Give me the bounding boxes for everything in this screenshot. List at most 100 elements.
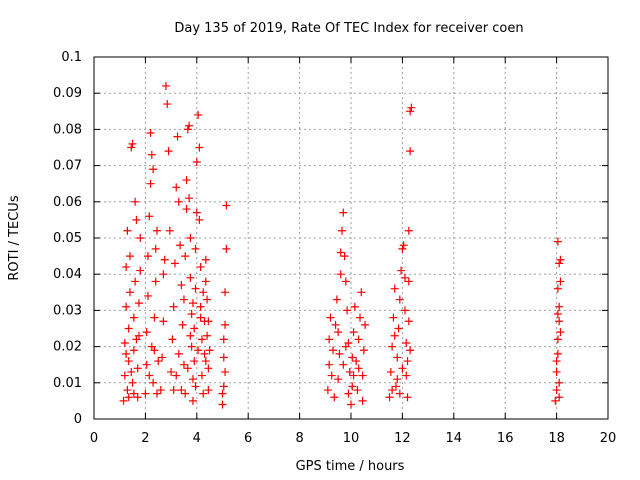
- data-point: [389, 313, 398, 322]
- data-point: [326, 313, 335, 322]
- x-tick-label: 16: [497, 431, 514, 446]
- data-point: [349, 328, 358, 337]
- data-point: [161, 81, 170, 90]
- data-point: [399, 241, 408, 250]
- x-tick-label: 10: [343, 431, 360, 446]
- data-point: [398, 244, 407, 253]
- data-point: [335, 349, 344, 358]
- data-point: [203, 295, 212, 304]
- data-point: [388, 386, 397, 395]
- data-point: [403, 357, 412, 366]
- y-tick-label: 0.03: [53, 303, 82, 318]
- data-point: [354, 335, 363, 344]
- data-point: [406, 107, 415, 116]
- data-point: [325, 360, 334, 369]
- data-point: [332, 295, 341, 304]
- data-point: [196, 313, 205, 322]
- data-point: [131, 277, 140, 286]
- data-point: [125, 252, 134, 261]
- data-point: [341, 342, 350, 351]
- data-point: [334, 328, 343, 337]
- data-point: [343, 306, 352, 315]
- data-point: [395, 389, 404, 398]
- data-point: [122, 302, 131, 311]
- data-point: [555, 378, 564, 387]
- data-point: [397, 266, 406, 275]
- y-tick-label: 0.05: [53, 231, 82, 246]
- data-point: [222, 201, 231, 210]
- data-point: [203, 331, 212, 340]
- chart-title: Day 135 of 2019, Rate Of TEC Index for r…: [174, 21, 523, 36]
- data-point: [390, 331, 399, 340]
- data-point: [345, 367, 354, 376]
- data-point: [151, 277, 160, 286]
- y-tick-label: 0.1: [61, 50, 82, 65]
- data-point: [133, 393, 142, 402]
- data-point: [146, 179, 155, 188]
- data-point: [143, 291, 152, 300]
- data-point: [169, 302, 178, 311]
- data-point: [218, 389, 227, 398]
- data-point: [555, 393, 564, 402]
- data-point: [136, 266, 145, 275]
- data-point: [196, 262, 205, 271]
- data-point: [404, 277, 413, 286]
- data-point: [551, 396, 560, 405]
- data-point: [128, 139, 137, 148]
- data-point: [158, 353, 167, 362]
- data-point: [173, 132, 182, 141]
- y-tick-label: 0.01: [53, 376, 82, 391]
- data-point: [141, 389, 150, 398]
- data-point: [357, 288, 366, 297]
- data-point: [178, 320, 187, 329]
- data-point: [358, 371, 367, 380]
- data-point: [205, 346, 214, 355]
- data-point: [181, 389, 190, 398]
- data-point: [348, 382, 357, 391]
- data-point: [191, 284, 200, 293]
- data-point: [358, 396, 367, 405]
- data-point: [336, 270, 345, 279]
- data-point: [128, 378, 137, 387]
- data-point: [329, 346, 338, 355]
- data-point: [552, 386, 561, 395]
- data-point: [190, 324, 199, 333]
- data-point: [553, 284, 562, 293]
- data-point: [188, 375, 197, 384]
- data-point: [179, 360, 188, 369]
- data-point: [339, 208, 348, 217]
- data-point: [187, 342, 196, 351]
- data-point: [386, 367, 395, 376]
- data-point: [192, 208, 201, 217]
- data-point: [143, 252, 152, 261]
- data-point: [152, 389, 161, 398]
- data-point: [120, 371, 129, 380]
- data-point: [556, 277, 565, 286]
- data-point: [199, 389, 208, 398]
- x-tick-label: 8: [295, 431, 303, 446]
- data-point: [159, 270, 168, 279]
- data-point: [404, 317, 413, 326]
- data-point: [197, 335, 206, 344]
- data-point: [219, 335, 228, 344]
- data-point: [325, 335, 334, 344]
- data-point: [129, 389, 138, 398]
- data-point: [188, 396, 197, 405]
- data-point: [406, 147, 415, 156]
- data-point: [400, 273, 409, 282]
- data-point: [553, 335, 562, 344]
- y-tick-label: 0.07: [53, 159, 82, 174]
- data-point: [404, 226, 413, 235]
- data-point: [127, 143, 136, 152]
- data-point: [218, 400, 227, 409]
- data-point: [201, 357, 210, 366]
- y-tick-label: 0.08: [53, 122, 82, 137]
- data-point: [142, 328, 151, 337]
- data-point: [133, 364, 142, 373]
- data-point: [353, 386, 362, 395]
- data-point: [172, 183, 181, 192]
- data-point: [147, 150, 156, 159]
- data-point: [151, 244, 160, 253]
- data-point: [132, 335, 141, 344]
- data-point: [341, 277, 350, 286]
